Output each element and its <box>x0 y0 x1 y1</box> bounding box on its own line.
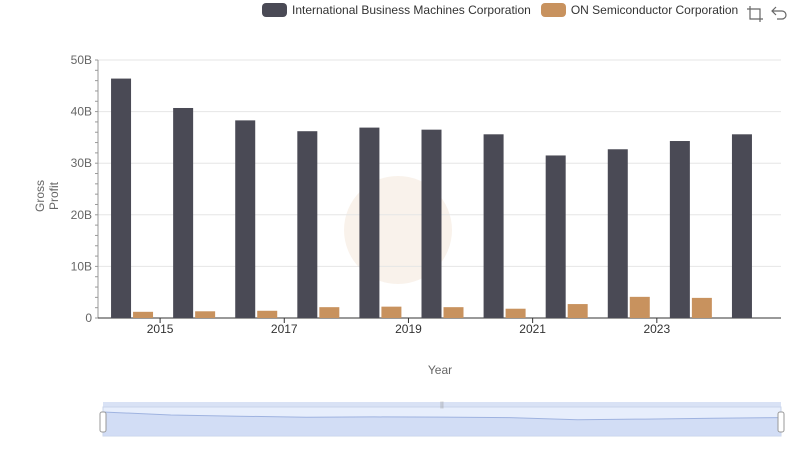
bar-ibm-2024 <box>731 134 752 318</box>
data-zoom-end-handle[interactable] <box>777 411 785 433</box>
bar-ibm-2022 <box>607 149 628 318</box>
bar-on-2018 <box>381 306 402 318</box>
bar-on-2019 <box>443 307 464 318</box>
x-tick-label: 2023 <box>643 322 670 336</box>
bar-ibm-2021 <box>545 155 566 318</box>
bar-ibm-2020 <box>483 134 504 318</box>
bar-on-2015 <box>195 311 216 318</box>
bar-ibm-2014 <box>111 78 132 319</box>
bar-ibm-2015 <box>173 107 194 318</box>
bar-on-2016 <box>257 310 278 318</box>
bar-ibm-2016 <box>235 120 256 318</box>
restore-icon[interactable] <box>770 5 788 23</box>
bar-on-2021 <box>567 304 588 318</box>
y-tick-label: 30B <box>71 156 92 170</box>
legend-swatch-on <box>540 3 566 17</box>
x-tick-label: 2021 <box>519 322 546 336</box>
legend-item-on[interactable]: ON Semiconductor Corporation <box>540 3 739 17</box>
x-tick-label: 2017 <box>271 322 298 336</box>
legend-label-ibm: International Business Machines Corporat… <box>292 3 531 17</box>
data-zoom-grip: || <box>440 402 444 409</box>
legend-swatch-ibm <box>262 3 287 17</box>
y-axis-title: Gross Profit <box>33 180 61 213</box>
x-tick-label: 2015 <box>147 322 174 336</box>
legend: International Business Machines Corporat… <box>262 3 748 17</box>
zoom-icon[interactable] <box>746 5 764 23</box>
x-tick-label: 2019 <box>395 322 422 336</box>
data-zoom-top-bar <box>103 402 781 408</box>
y-tick-label: 10B <box>71 259 92 273</box>
toolbox <box>746 5 788 23</box>
bar-on-2017 <box>319 307 340 318</box>
bar-on-2020 <box>505 308 526 318</box>
data-zoom-start-handle[interactable] <box>99 411 107 433</box>
y-tick-label: 20B <box>71 208 92 222</box>
bar-ibm-2017 <box>297 131 318 318</box>
bar-ibm-2023 <box>669 141 690 318</box>
bar-ibm-2019 <box>421 129 442 318</box>
legend-item-ibm[interactable]: International Business Machines Corporat… <box>262 3 531 17</box>
bar-on-2022 <box>629 296 650 318</box>
y-tick-label: 0 <box>85 311 92 325</box>
data-zoom-line <box>102 411 782 421</box>
bar-on-2014 <box>133 311 154 318</box>
bar-ibm-2018 <box>359 127 380 318</box>
data-zoom-area <box>103 412 781 436</box>
legend-label-on: ON Semiconductor Corporation <box>570 3 739 17</box>
bar-on-2023 <box>691 297 712 318</box>
y-tick-label: 40B <box>71 105 92 119</box>
y-tick-label: 50B <box>71 53 92 67</box>
x-axis-title: Year <box>427 363 453 377</box>
